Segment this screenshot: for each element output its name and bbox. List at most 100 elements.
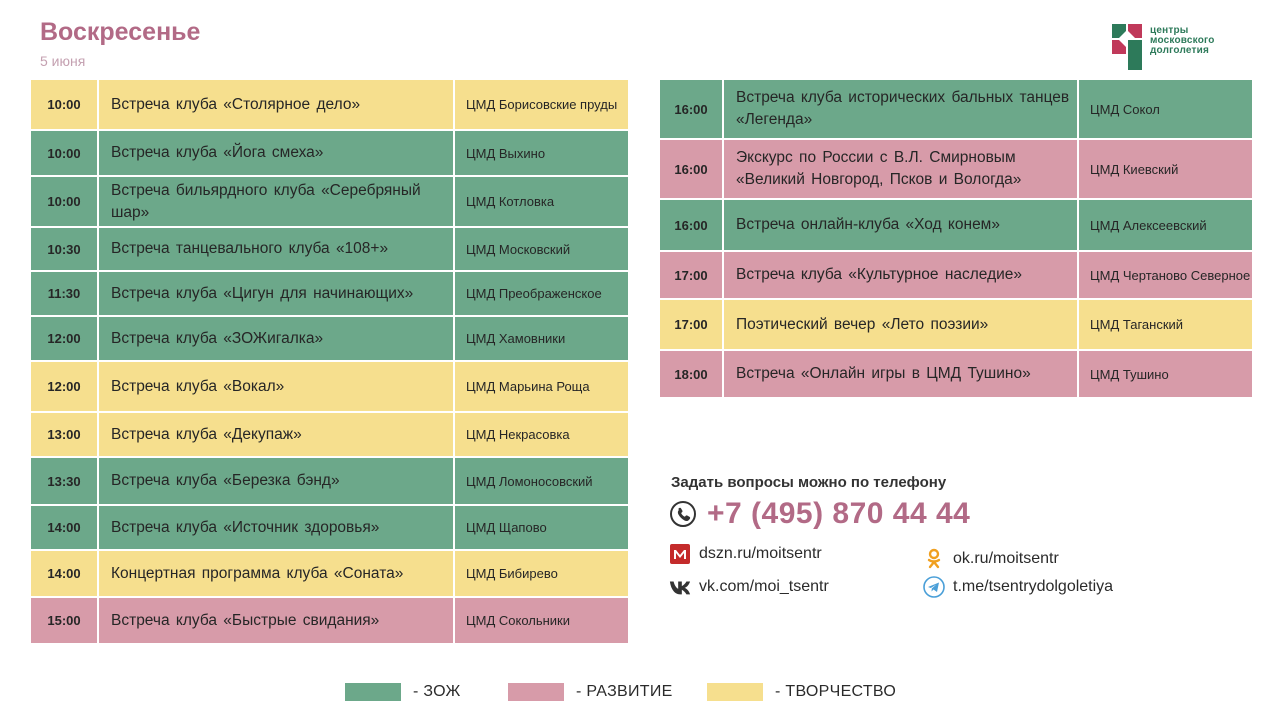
ok-link-label: ok.ru/moitsentr <box>953 550 1059 567</box>
schedule-row: 10:00 Встреча клуба «Столярное дело» ЦМД Б… <box>31 80 628 131</box>
event-title: Встреча клуба «Быстрые свидания» <box>99 598 455 643</box>
event-venue: ЦМД Хамовники <box>466 331 566 346</box>
telegram-link-label: t.me/tsentrydolgoletiya <box>953 578 1114 595</box>
schedule-row: 16:00 Встреча клуба исторических бальных … <box>660 80 1252 140</box>
event-title: Встреча клуба «Березка бэнд» <box>99 458 455 504</box>
event-venue: ЦМД Тушино <box>1090 366 1169 382</box>
event-title: Встреча «Онлайн игры в ЦМД Тушино» <box>724 351 1079 397</box>
event-time: 12:00 <box>31 317 99 360</box>
mos-ru-icon <box>669 543 691 565</box>
phone-icon <box>670 501 696 527</box>
schedule-row: 12:00 Встреча клуба «ЗОЖигалка» ЦМД Хамовн… <box>31 317 628 362</box>
vk-icon <box>669 576 691 598</box>
legend-item-zoj: - ЗОЖ <box>345 683 461 701</box>
logo: центры московского долголетия <box>1112 24 1232 72</box>
phone-number[interactable]: +7 (495) 870 44 44 <box>707 497 971 530</box>
event-venue: ЦМД Котловка <box>466 194 555 209</box>
schedule-row: 15:00 Встреча клуба «Быстрые свидания» ЦМД… <box>31 598 628 645</box>
schedule-row: 13:30 Встреча клуба «Березка бэнд» ЦМД Лом… <box>31 458 628 506</box>
legend-item-razv: - РАЗВИТИЕ <box>508 683 673 701</box>
event-time: 12:00 <box>31 362 99 411</box>
event-time: 10:00 <box>31 131 99 175</box>
event-time: 13:00 <box>31 413 99 456</box>
vk-link[interactable]: vk.com/moi_tsentr <box>669 576 829 598</box>
schedule-row: 16:00 Экскурс по России с В.Л. Смирновым … <box>660 140 1252 200</box>
event-title: Поэтический вечер «Лето поэзии» <box>724 300 1079 349</box>
event-time: 10:00 <box>31 177 99 226</box>
event-venue: ЦМД Таганский <box>1090 317 1184 332</box>
event-title: Встреча клуба «Столярное дело» <box>99 80 455 129</box>
page-title: Воскресенье <box>40 18 201 46</box>
ok-link[interactable]: ok.ru/moitsentr <box>923 548 1059 570</box>
event-title: Встреча бильярдного клуба «Серебряный ша… <box>99 177 455 226</box>
event-venue: ЦМД Ломоносовский <box>466 473 593 489</box>
schedule-row: 17:00 Поэтический вечер «Лето поэзии» ЦМД … <box>660 300 1252 351</box>
event-venue: ЦМД Выхино <box>466 145 546 161</box>
event-time: 17:00 <box>660 300 724 349</box>
event-title: Встреча клуба «Источник здоровья» <box>99 506 455 549</box>
event-title: Экскурс по России с В.Л. Смирновым «Вели… <box>724 140 1079 198</box>
odnoklassniki-icon <box>923 548 945 570</box>
event-time: 14:00 <box>31 506 99 549</box>
schedule-table-left: 10:00 Встреча клуба «Столярное дело» ЦМД Б… <box>31 80 628 645</box>
page-date: 5 июня <box>40 53 86 69</box>
event-time: 15:00 <box>31 598 99 643</box>
vk-link-label: vk.com/moi_tsentr <box>699 578 829 595</box>
contact-heading: Задать вопросы можно по телефону <box>671 474 947 491</box>
schedule-table-right: 16:00 Встреча клуба исторических бальных … <box>660 80 1252 399</box>
event-venue: ЦМД Марьина Роща <box>466 379 590 394</box>
schedule-row: 13:00 Встреча клуба «Декупаж» ЦМД Некрасов… <box>31 413 628 458</box>
legend-swatch-tvor <box>707 683 763 701</box>
event-venue: ЦМД Алексеевский <box>1090 217 1207 233</box>
logo-mark-icon <box>1112 24 1142 70</box>
event-title: Встреча клуба «Вокал» <box>99 362 455 411</box>
event-title: Концертная программа клуба «Соната» <box>99 551 455 596</box>
event-venue: ЦМД Щапово <box>466 520 547 535</box>
schedule-row: 10:00 Встреча клуба «Йога смеха» ЦМД Выхин… <box>31 131 628 177</box>
schedule-row: 10:00 Встреча бильярдного клуба «Серебрян… <box>31 177 628 228</box>
event-time: 10:00 <box>31 80 99 129</box>
event-title: Встреча клуба «Цигун для начинающих» <box>99 272 455 315</box>
schedule-row: 14:00 Концертная программа клуба «Соната»… <box>31 551 628 598</box>
event-title: Встреча клуба «Культурное наследие» <box>724 252 1079 298</box>
site-link-label: dszn.ru/moitsentr <box>699 545 822 562</box>
telegram-link[interactable]: t.me/tsentrydolgoletiya <box>923 576 1113 598</box>
event-time: 17:00 <box>660 252 724 298</box>
event-time: 16:00 <box>660 80 724 138</box>
schedule-row: 10:30 Встреча танцевального клуба «108+» Ц… <box>31 228 628 272</box>
event-title: Встреча клуба «Декупаж» <box>99 413 455 456</box>
schedule-row: 11:30 Встреча клуба «Цигун для начинающих… <box>31 272 628 317</box>
legend-label-razv: - РАЗВИТИЕ <box>576 683 673 700</box>
legend-item-tvor: - ТВОРЧЕСТВО <box>707 683 896 701</box>
event-time: 13:30 <box>31 458 99 504</box>
event-title: Встреча танцевального клуба «108+» <box>99 228 455 270</box>
event-time: 16:00 <box>660 200 724 250</box>
event-time: 14:00 <box>31 551 99 596</box>
event-title: Встреча клуба исторических бальных танце… <box>724 80 1079 138</box>
site-link[interactable]: dszn.ru/moitsentr <box>669 543 822 565</box>
event-title: Встреча онлайн-клуба «Ход конем» <box>724 200 1079 250</box>
logo-line-2: московского <box>1150 35 1215 46</box>
event-title: Встреча клуба «Йога смеха» <box>99 131 455 175</box>
event-time: 11:30 <box>31 272 99 315</box>
schedule-row: 12:00 Встреча клуба «Вокал» ЦМД Марьина Ро… <box>31 362 628 413</box>
legend-swatch-razv <box>508 683 564 701</box>
legend-label-zoj: - ЗОЖ <box>413 683 461 700</box>
schedule-row: 14:00 Встреча клуба «Источник здоровья» ЦМ… <box>31 506 628 551</box>
logo-line-1: центры <box>1150 25 1189 36</box>
logo-text: центры московского долголетия <box>1150 26 1215 56</box>
event-venue: ЦМД Борисовские пруды <box>466 97 618 112</box>
schedule-row: 16:00 Встреча онлайн-клуба «Ход конем» ЦМД… <box>660 200 1252 252</box>
event-venue: ЦМД Преображенское <box>466 286 602 301</box>
event-venue: ЦМД Чертаново Северное <box>1090 267 1251 283</box>
schedule-row: 17:00 Встреча клуба «Культурное наследие»… <box>660 252 1252 300</box>
event-venue: ЦМД Сокольники <box>466 613 571 628</box>
event-title: Встреча клуба «ЗОЖигалка» <box>99 317 455 360</box>
schedule-row: 18:00 Встреча «Онлайн игры в ЦМД Тушино» Ц… <box>660 351 1252 399</box>
event-venue: ЦМД Некрасовка <box>466 427 570 442</box>
logo-line-3: долголетия <box>1150 45 1209 56</box>
legend-label-tvor: - ТВОРЧЕСТВО <box>775 683 897 700</box>
event-venue: ЦМД Сокол <box>1090 101 1160 117</box>
event-time: 16:00 <box>660 140 724 198</box>
event-venue: ЦМД Киевский <box>1090 161 1179 177</box>
